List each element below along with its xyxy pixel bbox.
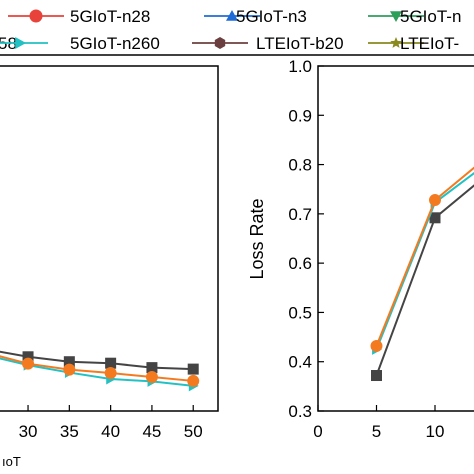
data-point	[63, 363, 76, 376]
legend-label: 5GIoT-n3	[236, 7, 307, 26]
data-point	[104, 367, 117, 380]
legend-label: 5GIoT-n	[400, 7, 461, 26]
data-point	[429, 194, 441, 207]
left-xlabel-fragment: ıoT	[2, 454, 21, 469]
y-tick-label: 0.7	[288, 205, 312, 224]
x-tick-label: 10	[426, 422, 445, 441]
legend: 5GIoT-n28 5GIoT-n3 5GIoT-n58 5GIoT-n260 LTEI…	[0, 0, 474, 56]
series-line	[0, 350, 194, 371]
series-line	[0, 357, 194, 387]
x-tick-label: 35	[60, 422, 79, 441]
data-point	[145, 370, 158, 383]
plot-area	[370, 166, 474, 382]
x-tick-label: 50	[184, 422, 203, 441]
legend-label: 5GIoT-n28	[70, 7, 150, 26]
x-tick-label: 0	[313, 422, 322, 441]
legend-marker	[390, 11, 402, 22]
data-point	[370, 339, 383, 352]
x-tick-label: 40	[101, 422, 120, 441]
right-axis-frame	[317, 65, 474, 412]
legend-label: LTEIoT-b20	[256, 34, 344, 53]
left-axis-frame	[0, 65, 219, 412]
data-point	[187, 374, 200, 387]
plot-area	[0, 350, 200, 392]
legend-marker	[29, 9, 43, 23]
data-point	[105, 357, 117, 369]
y-tick-label: 0.9	[288, 106, 312, 125]
right-y-axis-label: Loss Rate	[247, 198, 267, 279]
legend-label: LTEIoT-	[400, 34, 459, 53]
legend-marker	[15, 37, 26, 49]
y-tick-label: 0.8	[288, 156, 312, 175]
data-point	[371, 370, 382, 382]
right-panel: 0510150.30.40.50.60.70.80.91.0 Loss Rate	[247, 57, 474, 441]
series-line	[375, 184, 474, 376]
series-line	[375, 166, 474, 347]
data-point	[146, 362, 158, 374]
legend-marker	[214, 37, 226, 49]
series-line	[0, 355, 194, 382]
y-tick-label: 0.5	[288, 303, 312, 322]
data-point	[187, 363, 199, 375]
series-line	[375, 172, 474, 350]
y-tick-label: 0.3	[288, 402, 312, 421]
data-point	[429, 212, 441, 224]
x-tick-label: 30	[19, 422, 38, 441]
left-panel: 30 35 40 45 50 ıoT	[0, 65, 219, 469]
y-tick-label: 0.4	[288, 353, 312, 372]
data-point	[22, 357, 35, 370]
x-tick-label: 45	[142, 422, 161, 441]
legend-label: 5GIoT-n260	[70, 34, 160, 53]
y-tick-label: 1.0	[288, 57, 312, 76]
data-point	[22, 351, 34, 363]
x-tick-label: 5	[372, 422, 381, 441]
data-point	[63, 356, 75, 368]
legend-marker	[390, 37, 402, 48]
legend-frame	[0, 0, 474, 56]
y-tick-label: 0.6	[288, 254, 312, 273]
legend-marker	[226, 10, 238, 21]
